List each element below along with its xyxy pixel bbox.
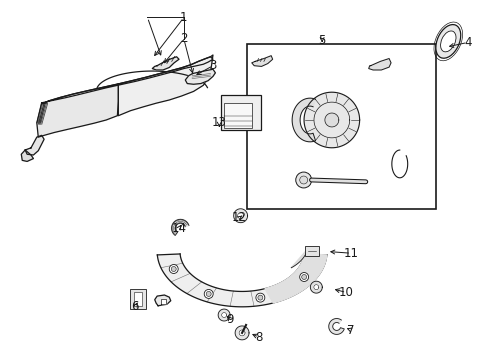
- Text: 11: 11: [343, 247, 358, 260]
- Circle shape: [299, 176, 307, 184]
- Text: 7: 7: [347, 324, 354, 337]
- Polygon shape: [235, 326, 248, 340]
- Bar: [221, 95, 261, 130]
- Text: 2: 2: [180, 32, 187, 45]
- Polygon shape: [291, 98, 315, 142]
- Polygon shape: [21, 150, 33, 161]
- Polygon shape: [237, 213, 243, 219]
- Text: 13: 13: [211, 116, 226, 129]
- Polygon shape: [328, 319, 344, 334]
- Text: 12: 12: [232, 211, 246, 224]
- Polygon shape: [310, 281, 322, 293]
- Polygon shape: [37, 84, 118, 137]
- Text: 4: 4: [463, 36, 470, 49]
- Circle shape: [255, 293, 264, 302]
- Polygon shape: [304, 92, 359, 148]
- Polygon shape: [218, 309, 229, 321]
- FancyBboxPatch shape: [305, 246, 319, 256]
- Polygon shape: [368, 59, 390, 70]
- Circle shape: [206, 292, 211, 296]
- Text: 3: 3: [209, 59, 216, 72]
- Polygon shape: [264, 254, 326, 303]
- Polygon shape: [41, 57, 213, 104]
- Polygon shape: [152, 57, 179, 70]
- Bar: [134, 292, 142, 306]
- Polygon shape: [233, 209, 247, 223]
- Polygon shape: [118, 55, 213, 116]
- Text: 9: 9: [226, 313, 233, 326]
- Circle shape: [171, 266, 176, 271]
- Circle shape: [204, 289, 213, 298]
- Polygon shape: [324, 113, 338, 127]
- Circle shape: [257, 295, 262, 300]
- Bar: [246, 44, 435, 208]
- Polygon shape: [221, 312, 226, 318]
- Polygon shape: [154, 295, 170, 306]
- Ellipse shape: [440, 31, 455, 52]
- Text: 1: 1: [180, 11, 187, 24]
- Bar: [224, 103, 251, 128]
- Bar: [129, 289, 145, 309]
- Text: 8: 8: [255, 331, 262, 344]
- Polygon shape: [157, 254, 326, 307]
- Polygon shape: [171, 219, 188, 235]
- Polygon shape: [313, 285, 318, 290]
- Circle shape: [295, 172, 311, 188]
- Polygon shape: [161, 298, 165, 304]
- Ellipse shape: [435, 24, 460, 58]
- Text: 14: 14: [171, 222, 186, 235]
- Polygon shape: [185, 69, 215, 84]
- Polygon shape: [25, 135, 44, 155]
- Circle shape: [301, 275, 306, 279]
- Text: 6: 6: [131, 300, 139, 313]
- Circle shape: [169, 265, 178, 274]
- Polygon shape: [239, 330, 244, 336]
- Text: 5: 5: [318, 34, 325, 47]
- Polygon shape: [251, 56, 272, 66]
- Circle shape: [299, 273, 308, 282]
- Text: 10: 10: [338, 286, 353, 299]
- Polygon shape: [291, 249, 307, 268]
